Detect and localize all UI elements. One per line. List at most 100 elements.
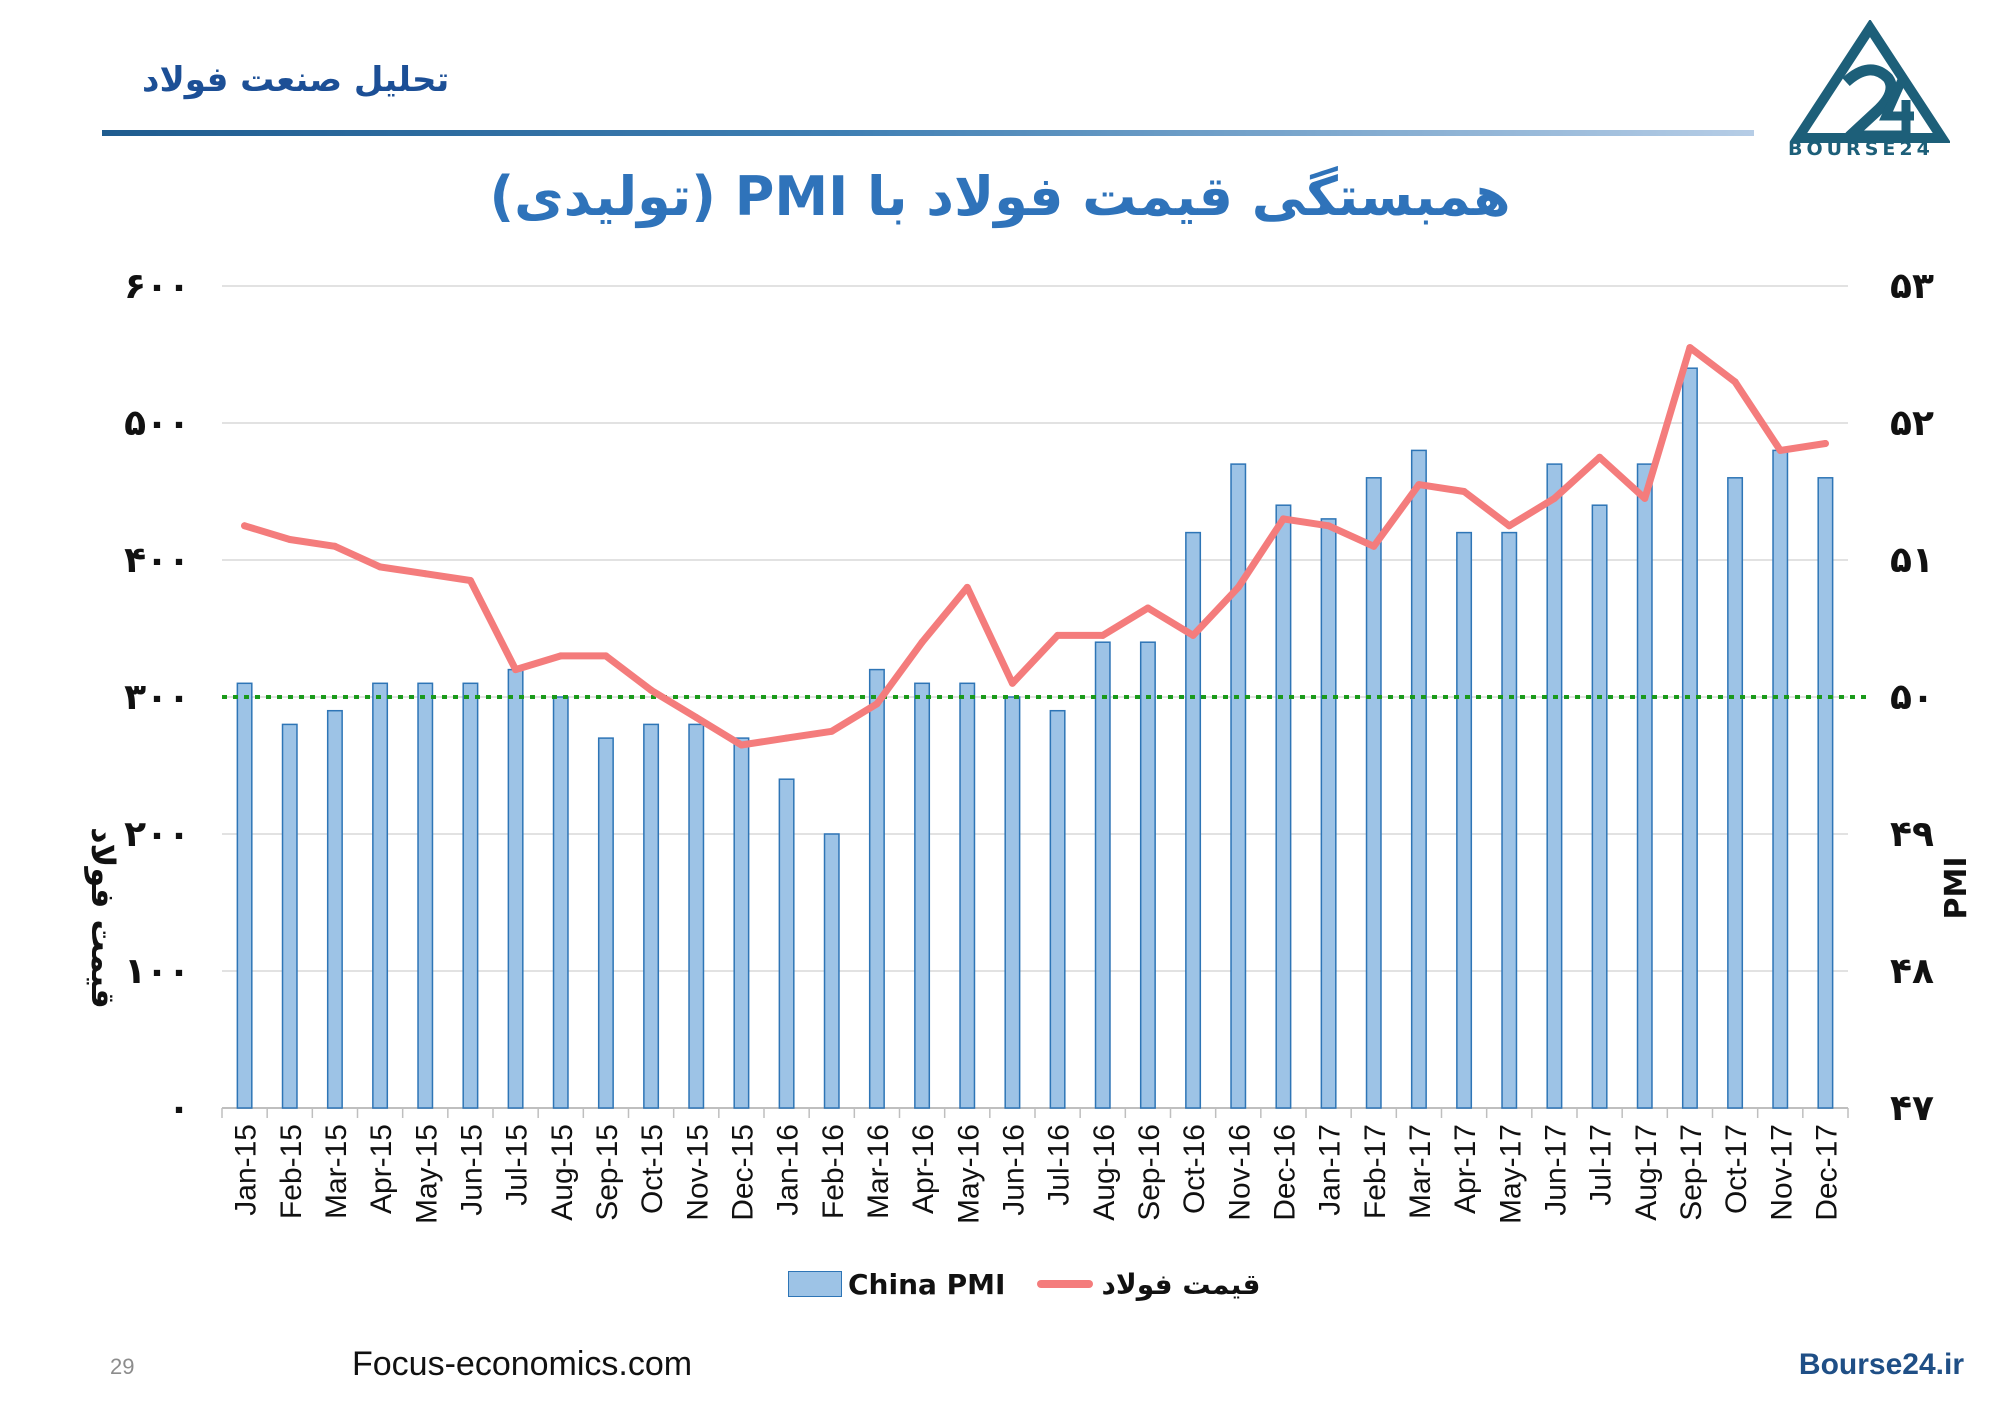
x-tick-label: Oct-17	[1720, 1124, 1753, 1214]
point-steel-price	[1550, 494, 1558, 502]
y-right-tick-label: ۴۷	[1890, 1088, 1934, 1129]
point-steel-price	[1641, 494, 1649, 502]
legend-label-pmi: China PMI	[848, 1267, 1006, 1301]
bar-china-pmi	[1139, 641, 1156, 1109]
point-steel-price	[512, 666, 520, 674]
x-tick-label: Sep-17	[1675, 1124, 1708, 1221]
x-tick-label: Jan-16	[772, 1124, 805, 1216]
bar-china-pmi	[643, 723, 660, 1109]
point-steel-price	[1821, 440, 1829, 448]
bar-china-pmi	[959, 682, 976, 1109]
point-steel-price	[692, 714, 700, 722]
x-tick-label: Aug-17	[1630, 1124, 1663, 1221]
point-steel-price	[1054, 631, 1062, 639]
point-steel-price	[1234, 583, 1242, 591]
point-steel-price	[1731, 378, 1739, 386]
y-right-tick-label: ۴۸	[1890, 951, 1934, 992]
point-steel-price	[918, 638, 926, 646]
point-steel-price	[963, 583, 971, 591]
y-right-tick-label: ۴۹	[1890, 814, 1934, 855]
bar-china-pmi	[1636, 463, 1653, 1109]
point-steel-price	[1189, 631, 1197, 639]
y-left-tick-label: ۲۰۰	[124, 814, 190, 855]
x-tick-label: Sep-15	[591, 1124, 624, 1221]
logo-text: BOURSE24	[1788, 138, 1934, 160]
y-left-tick-label: ۱۰۰	[124, 951, 190, 992]
bar-china-pmi	[597, 737, 614, 1109]
bar-china-pmi	[1817, 477, 1834, 1109]
point-steel-price	[466, 577, 474, 585]
x-tick-label: May-16	[952, 1124, 985, 1224]
y-right-axis-label: PMI	[1939, 856, 1974, 919]
bar-china-pmi	[1049, 709, 1066, 1109]
point-steel-price	[647, 686, 655, 694]
bar-china-pmi	[688, 723, 705, 1109]
x-tick-label: Jun-16	[997, 1124, 1030, 1216]
bar-china-pmi	[1275, 504, 1292, 1109]
x-tick-label: Feb-16	[817, 1124, 850, 1219]
x-tick-label: Feb-15	[275, 1124, 308, 1219]
point-steel-price	[1415, 481, 1423, 489]
point-steel-price	[1686, 344, 1694, 352]
bar-china-pmi	[1591, 504, 1608, 1109]
bar-china-pmi	[733, 737, 750, 1109]
x-tick-label: Aug-16	[1088, 1124, 1121, 1221]
bar-china-pmi	[1772, 449, 1789, 1109]
bar-china-pmi	[1230, 463, 1247, 1109]
bar-china-pmi	[914, 682, 931, 1109]
point-steel-price	[1099, 631, 1107, 639]
x-tick-label: Apr-17	[1449, 1124, 1482, 1214]
x-tick-label: Apr-15	[365, 1124, 398, 1214]
point-steel-price	[376, 563, 384, 571]
y-right-tick-label: ۵۱	[1890, 540, 1934, 581]
bar-china-pmi	[1365, 477, 1382, 1109]
x-tick-label: Nov-17	[1765, 1124, 1798, 1221]
bourse24-logo	[1790, 20, 1950, 143]
x-tick-label: Oct-16	[1178, 1124, 1211, 1214]
y-left-tick-label: ۰	[168, 1088, 190, 1129]
bar-china-pmi	[778, 778, 795, 1109]
source-text: Focus-economics.com	[352, 1345, 693, 1383]
bar-china-pmi	[552, 696, 569, 1109]
bar-china-pmi	[326, 709, 343, 1109]
line-steel-price	[241, 344, 1829, 749]
legend-label-steel-price: قیمت فولاد	[1101, 1267, 1261, 1301]
y-right-tick-label: ۵۰	[1890, 677, 1934, 718]
x-tick-label: Feb-17	[1359, 1124, 1392, 1219]
point-steel-price	[1776, 446, 1784, 454]
bar-china-pmi	[1320, 518, 1337, 1109]
legend-line-swatch	[1037, 1280, 1094, 1288]
point-steel-price	[1460, 488, 1468, 495]
x-tick-label: Dec-17	[1810, 1124, 1843, 1221]
bar-china-pmi	[1094, 641, 1111, 1109]
bar-china-pmi	[1456, 531, 1473, 1109]
bar-china-pmi	[1546, 463, 1563, 1109]
bar-china-pmi	[1004, 696, 1021, 1109]
brand-heading: تحلیل صنعت فولاد	[142, 60, 450, 100]
point-steel-price	[1596, 453, 1604, 461]
x-tick-label: Jun-17	[1539, 1124, 1572, 1216]
header-divider	[102, 130, 1754, 136]
x-tick-label: Jan-17	[1314, 1124, 1347, 1216]
bar-china-pmi	[462, 682, 479, 1109]
x-tick-label: Aug-15	[546, 1124, 579, 1221]
point-steel-price	[331, 542, 339, 550]
point-steel-price	[1505, 522, 1513, 530]
x-tick-label: Jul-17	[1585, 1124, 1618, 1206]
bar-china-pmi	[417, 682, 434, 1109]
bar-china-pmi	[281, 723, 298, 1109]
site-link[interactable]: Bourse24.ir	[1798, 1348, 1964, 1381]
point-steel-price	[421, 570, 429, 578]
point-steel-price	[1325, 522, 1333, 530]
x-tick-label: Jul-15	[501, 1124, 534, 1206]
bar-china-pmi	[507, 668, 524, 1109]
bar-china-pmi	[1185, 531, 1202, 1109]
point-steel-price	[783, 734, 791, 742]
x-tick-label: Apr-16	[907, 1124, 940, 1214]
point-steel-price	[1144, 604, 1152, 612]
bar-china-pmi	[1410, 449, 1427, 1109]
x-tick-label: Dec-15	[726, 1124, 759, 1221]
x-tick-label: Mar-16	[862, 1124, 895, 1219]
bar-china-pmi	[1501, 531, 1518, 1109]
x-tick-label: May-17	[1494, 1124, 1527, 1224]
